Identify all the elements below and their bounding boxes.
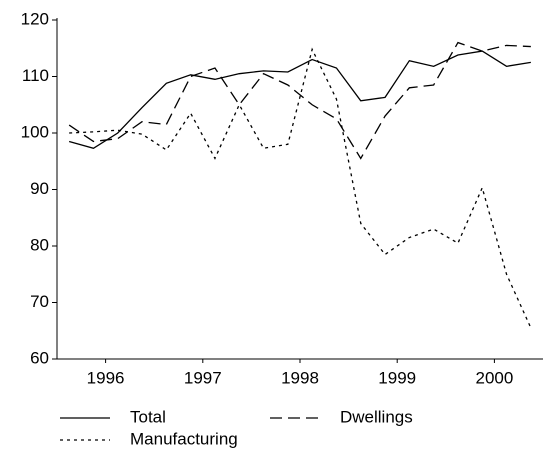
y-tick-label: 120	[21, 9, 49, 28]
y-tick-label: 90	[30, 179, 49, 198]
y-tick-label: 100	[21, 122, 49, 141]
x-tick-label: 1998	[281, 368, 319, 387]
x-tick-label: 2000	[475, 368, 513, 387]
x-tick-label: 1997	[184, 368, 222, 387]
x-tick-label: 1996	[87, 368, 125, 387]
legend-label: Manufacturing	[130, 429, 238, 448]
y-tick-label: 110	[22, 66, 49, 85]
x-tick-label: 1999	[378, 368, 416, 387]
y-tick-label: 60	[30, 348, 49, 367]
y-tick-label: 70	[30, 292, 49, 311]
legend-label: Total	[130, 407, 166, 426]
series-line	[68, 50, 531, 149]
series-line	[69, 47, 532, 329]
series-line	[68, 41, 531, 160]
legend-label: Dwellings	[340, 407, 413, 426]
y-tick-label: 80	[30, 235, 49, 254]
